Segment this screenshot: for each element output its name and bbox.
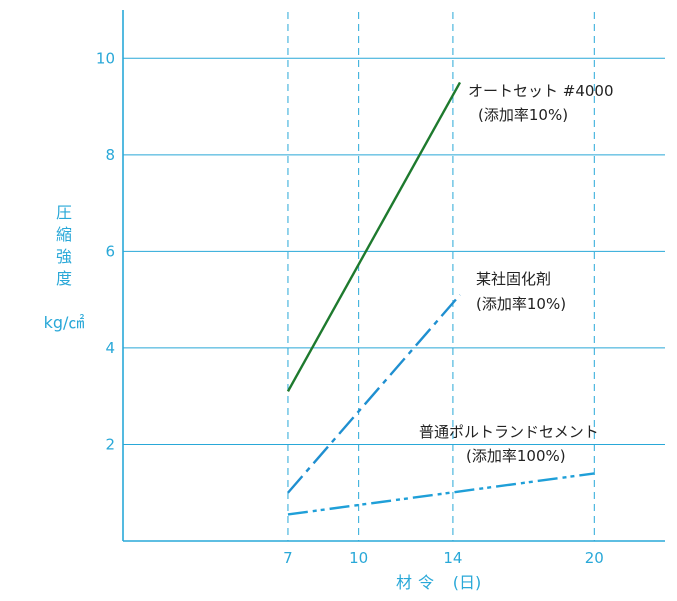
x-axis-title-part: 令 (418, 573, 434, 592)
tick-labels: 2 4 6 8 10 7 10 14 20 (96, 49, 604, 567)
y-axis-unit: kg/㎠ (44, 313, 85, 332)
y-axis-title-char: 圧 (56, 203, 72, 222)
series-note-3: (添加率100%) (466, 447, 566, 465)
series-label-1: オートセット #4000 (468, 82, 614, 100)
y-tick-label: 8 (105, 146, 115, 164)
axis-titles: 圧縮強度 kg/㎠材令 (日) (44, 203, 482, 592)
x-axis-title-part: 材 (396, 573, 412, 592)
y-axis-title-char: 縮 (56, 225, 72, 244)
y-tick-label: 4 (105, 339, 115, 357)
series-label-3: 普通ポルトランドセメント (419, 423, 599, 441)
series-lines (286, 81, 595, 516)
y-tick-label: 2 (105, 435, 115, 453)
series-labels: オートセット #4000 (添加率10%) 某社固化剤 (添加率10%) 普通ポルトラン… (419, 82, 614, 465)
x-axis-title-part: (日) (453, 573, 482, 592)
series-line-1 (286, 81, 462, 392)
y-tick-label: 10 (96, 49, 115, 67)
x-tick-label: 10 (349, 549, 368, 567)
y-axis-title-char: 度 (56, 269, 72, 288)
x-tick-label: 20 (585, 549, 604, 567)
y-tick-label: 6 (105, 242, 115, 260)
series-line-3 (287, 472, 595, 516)
series-note-1: (添加率10%) (478, 106, 568, 124)
series-note-2: (添加率10%) (476, 295, 566, 313)
axes (122, 10, 665, 542)
x-tick-label: 7 (283, 549, 293, 567)
series-line-2 (287, 294, 461, 494)
x-tick-label: 14 (443, 549, 462, 567)
series-label-2: 某社固化剤 (476, 270, 551, 288)
grid (123, 12, 665, 541)
y-axis-title-char: 強 (56, 247, 72, 266)
